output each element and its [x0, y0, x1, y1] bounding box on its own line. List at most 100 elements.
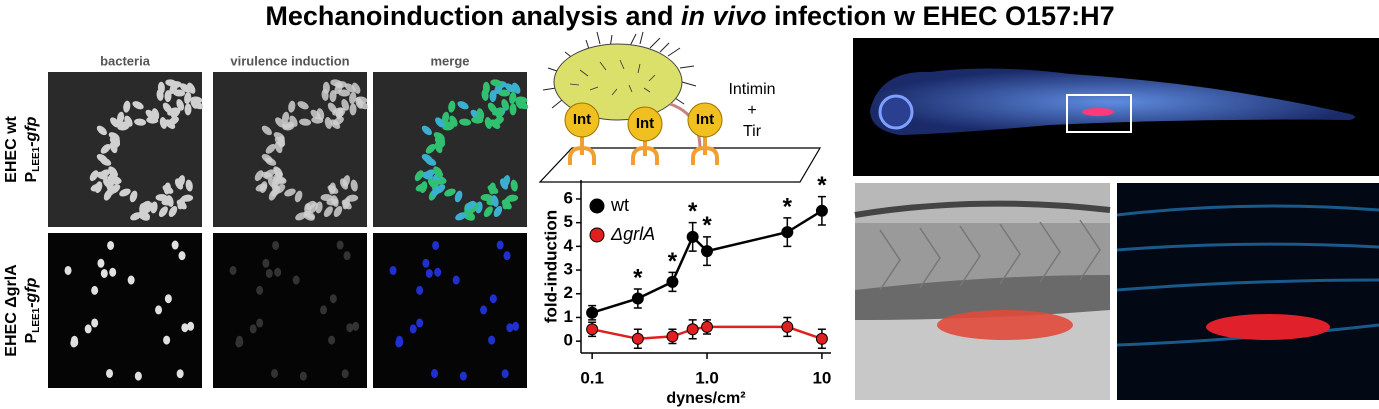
bacterium [164, 294, 172, 304]
bacterium [341, 369, 349, 379]
bacterium [254, 170, 264, 182]
bacterium [493, 116, 504, 126]
micrograph-bg [213, 233, 367, 388]
bacterium [187, 321, 195, 331]
bacterium [299, 118, 312, 126]
bacterium [496, 240, 504, 250]
bacterium [509, 103, 517, 116]
y-tick-label: 4 [564, 236, 574, 255]
bacterium [490, 79, 503, 87]
bacterium [176, 369, 184, 379]
bacterium [336, 240, 344, 250]
bacterium [265, 144, 276, 154]
bacterium [352, 321, 360, 331]
bacterium [329, 90, 337, 103]
micrograph [373, 72, 529, 227]
zebrafish-images [853, 38, 1379, 400]
data-point [586, 323, 599, 336]
bacterium [96, 125, 107, 136]
bacterium [262, 258, 270, 268]
bacterium [256, 285, 264, 295]
bacterium [265, 157, 277, 166]
bacterium [349, 92, 357, 104]
bacterium [177, 175, 186, 187]
bacterium [346, 323, 354, 333]
diagram-label: Intimin [728, 81, 775, 98]
bacterium [163, 335, 171, 345]
bacterium [352, 82, 361, 94]
y-tick-label: 5 [564, 212, 573, 231]
bacterium [435, 117, 445, 128]
bacterium [109, 141, 118, 154]
bacterium [322, 81, 330, 94]
row-label: EHEC wt [3, 115, 20, 182]
promoter: P [23, 171, 40, 182]
row-label: EHEC ΔgrlA [3, 264, 20, 357]
bacterium [168, 116, 179, 126]
bacterium [162, 185, 174, 194]
bacterium [425, 144, 436, 154]
bacterium [328, 335, 336, 345]
bacterium [433, 167, 443, 179]
bacterium [489, 294, 497, 304]
bacterium [454, 190, 463, 203]
bacterium [168, 205, 178, 218]
bacterium [441, 111, 450, 124]
bacterium [452, 275, 460, 285]
bacterium [421, 125, 432, 136]
bacterium [176, 99, 185, 111]
bacterium [256, 318, 264, 328]
data-point [586, 306, 599, 319]
y-axis-label: fold-induction [541, 210, 560, 323]
bacterium [176, 199, 187, 210]
bacterium [493, 205, 503, 218]
data-point [686, 323, 699, 336]
bacterium [395, 335, 403, 345]
bacterium [482, 81, 490, 94]
bacterium [187, 82, 196, 94]
bacterium [327, 102, 337, 114]
bacterium [166, 195, 174, 207]
bacterium [484, 117, 493, 129]
int-label: Int [636, 115, 654, 132]
bacterium [441, 121, 454, 129]
legend-swatch [589, 227, 605, 243]
bacterium [284, 188, 296, 197]
bacterium [159, 117, 168, 129]
bacterium [416, 318, 424, 328]
title-part: infection w EHEC O157:H7 [767, 1, 1115, 31]
bacterium [506, 323, 514, 333]
bacterium [515, 97, 524, 109]
bacterium [476, 108, 485, 121]
bacterium [181, 323, 189, 333]
bacterium [510, 179, 518, 192]
bacterium [91, 285, 99, 295]
legend-label: ΔgrlA [610, 224, 655, 244]
int-label: Int [573, 111, 591, 128]
bacterium [173, 89, 186, 97]
bacterium [389, 265, 397, 275]
micrograph [213, 233, 367, 388]
reporter: -gfp [23, 116, 40, 146]
bacterium [496, 107, 504, 120]
promoter: P [23, 332, 40, 343]
bacterium [132, 101, 144, 110]
title-part: in vivo [681, 1, 767, 31]
bacterium [320, 305, 328, 315]
bacterium [235, 335, 243, 345]
bacterium [501, 99, 510, 111]
bacterium [274, 267, 282, 277]
bacterium [415, 183, 428, 192]
bacterium [281, 111, 290, 124]
bacterium [116, 111, 125, 124]
bacterium [91, 318, 99, 328]
bacterium [342, 175, 351, 187]
bacterium [299, 371, 307, 381]
column-header: merge [430, 53, 469, 68]
micrograph-bg [48, 233, 202, 388]
bacterium [70, 335, 78, 345]
bacterium [431, 186, 441, 197]
bacterium [444, 188, 456, 197]
data-point [815, 204, 828, 217]
bacterium [480, 305, 488, 315]
